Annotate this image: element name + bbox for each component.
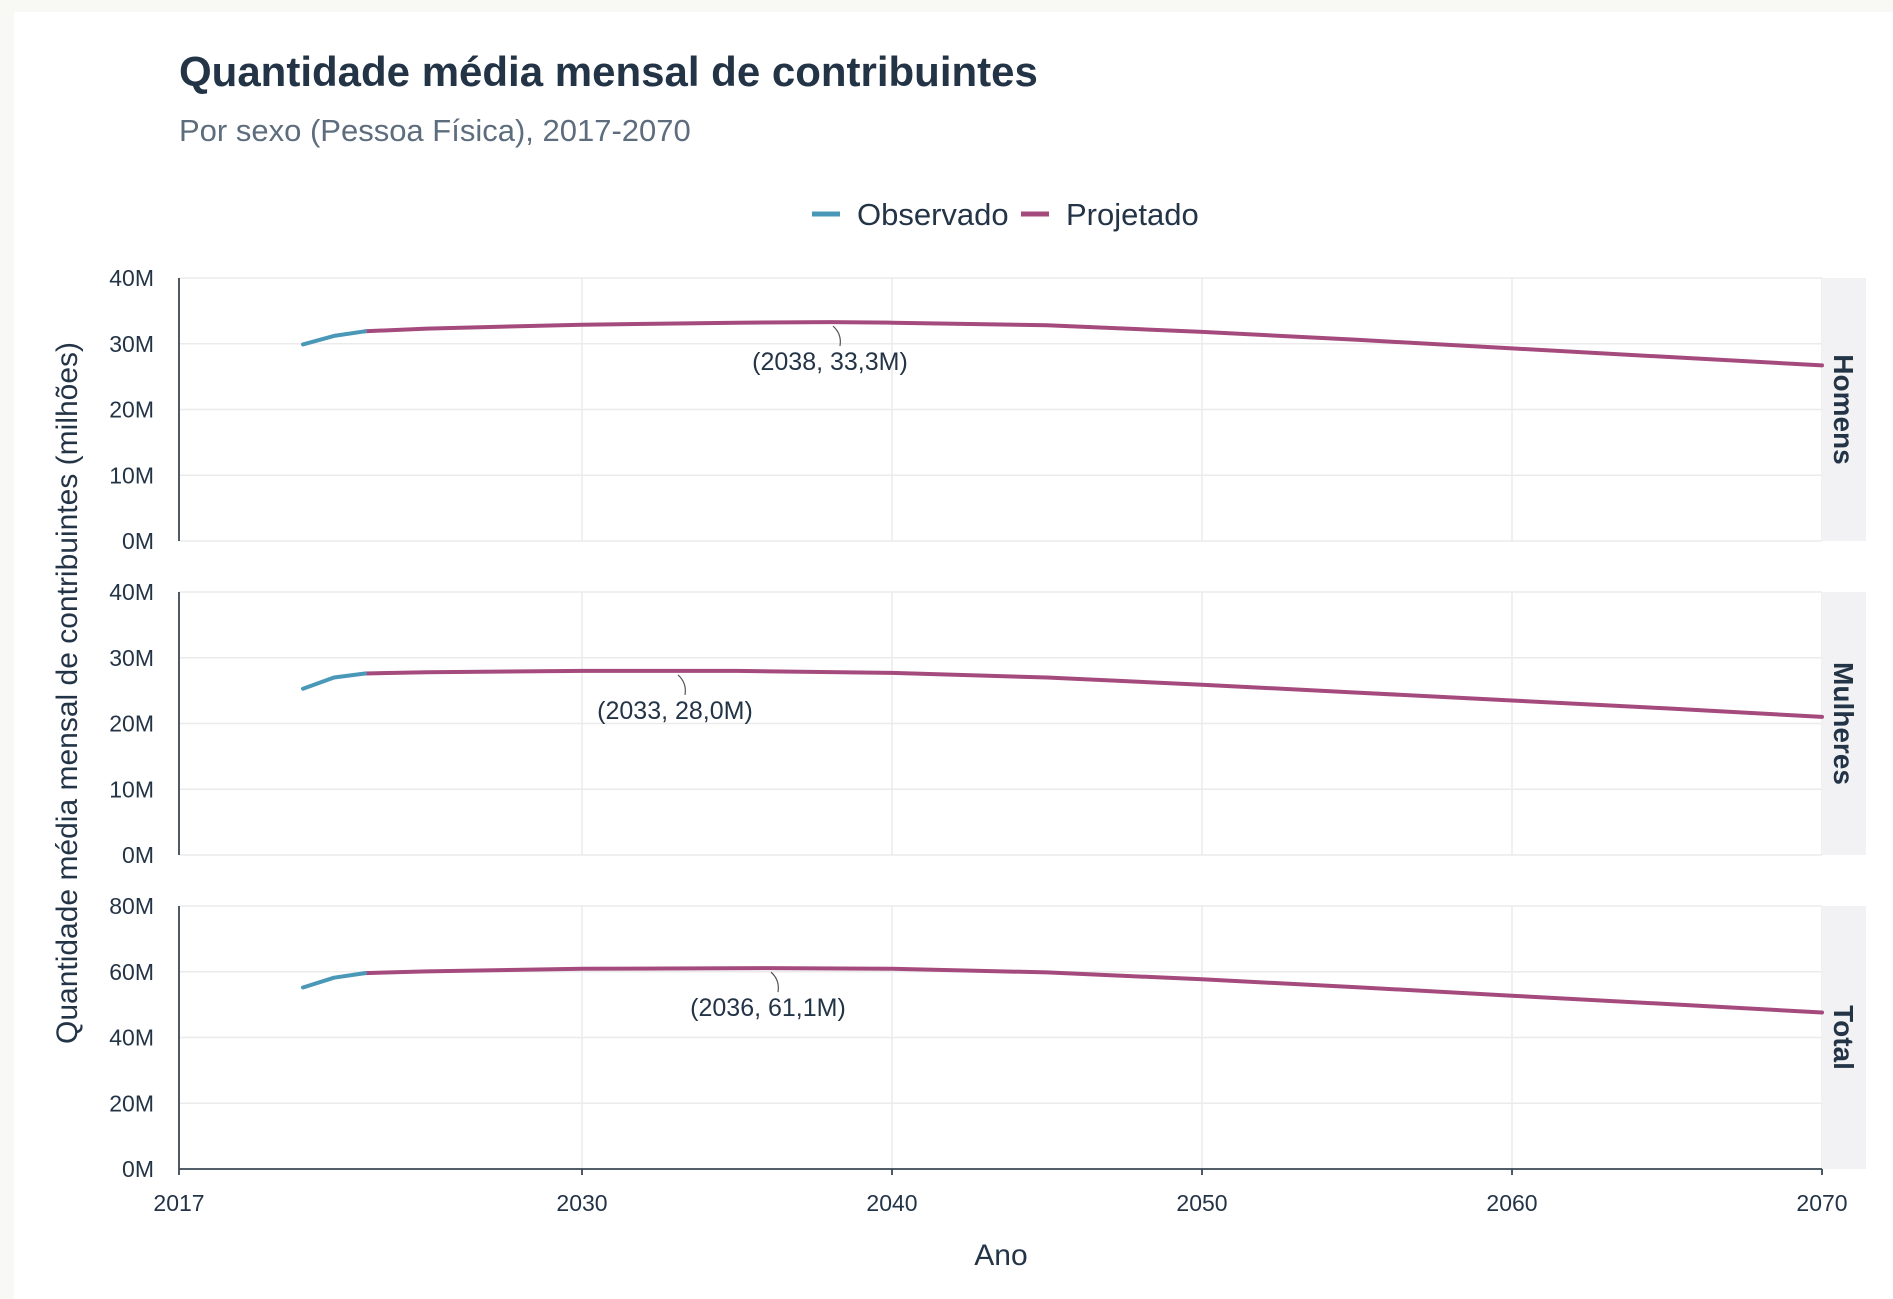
x-tick-label: 2017: [153, 1190, 204, 1216]
y-tick-label: 20M: [109, 1090, 154, 1116]
y-tick-label: 40M: [109, 265, 154, 291]
facet-strip: [1822, 592, 1866, 855]
series-line-projetado: [363, 668, 1824, 719]
legend-label-projetado: Projetado: [1066, 197, 1199, 232]
series-line-observado: [301, 329, 367, 347]
annotation-label: (2038, 33,3M): [752, 348, 908, 376]
y-tick-label: 10M: [109, 462, 154, 488]
series-line-projetado: [363, 320, 1824, 368]
y-tick-label: 30M: [109, 645, 154, 671]
y-tick-label: 10M: [109, 776, 154, 802]
chart-card: [14, 12, 1893, 1299]
facet-strip: [1822, 278, 1866, 541]
y-tick-label: 60M: [109, 959, 154, 985]
y-tick-label: 30M: [109, 331, 154, 357]
y-tick-label: 20M: [109, 397, 154, 423]
facet-panels: 0M 10M 20M 30M 40M Homens (2038, 33,3M) 0M 10M 20…: [109, 265, 1866, 1216]
x-tick-label: 2070: [1796, 1190, 1847, 1216]
annotation-connector: [770, 971, 779, 993]
x-tick-label: 2060: [1486, 1190, 1537, 1216]
y-tick-label: 80M: [109, 893, 154, 919]
y-tick-label: 0M: [122, 528, 154, 554]
facet-strip-label: Total: [1828, 1005, 1859, 1070]
y-tick-label: 40M: [109, 1025, 154, 1051]
annotation-connector: [677, 674, 686, 695]
annotation-label: (2036, 61,1M): [690, 994, 846, 1022]
series-line-observado: [301, 671, 367, 691]
y-axis-title: Quantidade média mensal de contribuintes…: [51, 342, 84, 1044]
panel-homens: 0M 10M 20M 30M 40M Homens (2038, 33,3M): [109, 265, 1866, 554]
y-tick-label: 0M: [122, 842, 154, 868]
series-line-observado: [301, 971, 367, 990]
y-tick-label: 0M: [122, 1156, 154, 1182]
panel-mulheres: 0M 10M 20M 30M 40M Mulheres (2033, 28,0M): [109, 579, 1866, 868]
facet-strip: [1822, 906, 1866, 1169]
y-tick-label: 40M: [109, 579, 154, 605]
chart-title: Quantidade média mensal de contribuintes: [179, 48, 1038, 95]
annotation-connector: [832, 325, 841, 347]
facet-strip-label: Homens: [1828, 354, 1859, 464]
facet-strip-label: Mulheres: [1828, 662, 1859, 785]
series-line-projetado: [363, 966, 1824, 1015]
y-tick-label: 20M: [109, 711, 154, 737]
x-tick-label: 2030: [556, 1190, 607, 1216]
chart-subtitle: Por sexo (Pessoa Física), 2017-2070: [179, 113, 691, 148]
legend: Observado Projetado: [812, 197, 1199, 232]
annotation-label: (2033, 28,0M): [597, 697, 753, 725]
x-tick-label: 2050: [1176, 1190, 1227, 1216]
legend-label-observado: Observado: [857, 197, 1009, 232]
x-axis-title: Ano: [974, 1239, 1027, 1272]
panel-total: 0M 20M 40M 60M 80M Total (2036, 61,1M): [109, 893, 1866, 1182]
x-tick-label: 2040: [866, 1190, 917, 1216]
